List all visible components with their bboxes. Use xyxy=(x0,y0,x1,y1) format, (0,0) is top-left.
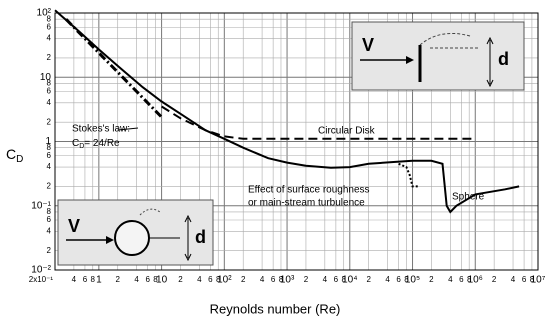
y-tick-label: 6 xyxy=(47,87,52,96)
series-layer xyxy=(54,9,520,214)
y-tick-label: 2 xyxy=(47,117,52,126)
x-tick-label: 2 xyxy=(241,275,246,284)
x-tick-label: 10² xyxy=(217,275,232,286)
annotation-rest: = 24/Re xyxy=(84,138,120,149)
y-tick-label: 6 xyxy=(47,215,52,224)
y-tick-label: 8 xyxy=(47,143,52,152)
y-tick-label: 4 xyxy=(47,34,52,43)
arrow-head xyxy=(106,236,114,244)
x-tick-label: 8 xyxy=(153,275,158,284)
y-tick-label: 10⁻² xyxy=(31,265,51,276)
x-tick-label: 6 xyxy=(271,275,276,284)
x-tick-label: 10³ xyxy=(280,275,295,286)
annotation: CD= 24/Re xyxy=(72,138,120,150)
x-tick-label: 2 xyxy=(178,275,183,284)
plot-frame xyxy=(54,12,539,271)
x-tick-label: 8 xyxy=(91,275,96,284)
series-line xyxy=(54,9,520,214)
x-tick-label: 6 xyxy=(459,275,464,284)
y-tick-label: 2 xyxy=(47,246,52,255)
x-tick-label: 4 xyxy=(197,275,202,284)
y-tick-label: 10 xyxy=(40,72,52,83)
y-tick-label: 6 xyxy=(47,22,52,31)
x-tick-label: 4 xyxy=(385,275,390,284)
annotation: Stokes's law: xyxy=(72,124,130,135)
x-tick-label: 2 xyxy=(304,275,309,284)
series-line xyxy=(161,105,476,140)
x-tick-label: 2 xyxy=(429,275,434,284)
y-tick-label: 10⁻¹ xyxy=(31,200,51,211)
x-tick-label: 4 xyxy=(511,275,516,284)
series-line xyxy=(64,18,163,119)
x-tick-label: 10 xyxy=(156,275,168,286)
annotation-main: C xyxy=(72,138,79,149)
x-tick-label: 8 xyxy=(530,275,535,284)
x-tick-label: 2x10⁻¹ xyxy=(29,275,54,284)
grid xyxy=(54,12,539,271)
x-tick-label: 1 xyxy=(96,275,102,286)
x-tick-label: 6 xyxy=(522,275,527,284)
series-line xyxy=(398,162,420,188)
inset-v: V xyxy=(362,35,374,55)
y-tick-label: 1 xyxy=(45,136,51,147)
y-tick-label: 4 xyxy=(47,98,52,107)
x-tick-label: 8 xyxy=(341,275,346,284)
y-tick-label: 2 xyxy=(47,182,52,191)
x-tick-label: 8 xyxy=(279,275,284,284)
x-tick-label: 10⁴ xyxy=(342,275,357,286)
y-tick-label: 10² xyxy=(37,8,52,19)
x-tick-label: 6 xyxy=(83,275,88,284)
x-tick-label: 10⁵ xyxy=(405,275,420,286)
y-tick-label: 2 xyxy=(47,53,52,62)
stokes-pointer xyxy=(117,127,139,131)
y-axis-label: CD xyxy=(6,146,23,165)
x-tick-label: 6 xyxy=(334,275,339,284)
annotation: or main-stream turbulence xyxy=(248,198,365,209)
annotation: Effect of surface roughness xyxy=(248,185,370,196)
x-tick-label: 2 xyxy=(492,275,497,284)
x-tick-label: 6 xyxy=(208,275,213,284)
x-tick-label: 8 xyxy=(404,275,409,284)
x-tick-label: 2 xyxy=(116,275,121,284)
wake xyxy=(139,208,161,216)
inset-d: d xyxy=(195,227,206,247)
y-tick-label: 8 xyxy=(47,79,52,88)
arrow-head xyxy=(406,56,414,64)
x-axis-label: Reynolds number (Re) xyxy=(210,301,341,316)
x-tick-label: 4 xyxy=(448,275,453,284)
x-tick-label: 4 xyxy=(260,275,265,284)
y-axis-label-sub: D xyxy=(16,154,23,165)
x-tick-label: 6 xyxy=(145,275,150,284)
inset-frame xyxy=(351,21,525,91)
inset-v: V xyxy=(68,216,80,236)
wake xyxy=(419,33,480,49)
x-tick-label: 10⁶ xyxy=(468,275,483,286)
x-tick-label: 10⁷ xyxy=(531,275,546,286)
inset-sphere: V d xyxy=(57,199,214,266)
y-tick-label: 4 xyxy=(47,162,52,171)
x-tick-label: 8 xyxy=(467,275,472,284)
d-arrow-heads xyxy=(486,36,494,88)
inset-disk: V d xyxy=(351,21,525,91)
y-axis-label-main: C xyxy=(6,146,16,162)
inset-d: d xyxy=(498,49,509,69)
d-arrow-heads xyxy=(184,214,192,262)
x-tick-label: 4 xyxy=(323,275,328,284)
x-tick-label: 4 xyxy=(134,275,139,284)
x-tick-label: 6 xyxy=(396,275,401,284)
y-tick-label: 8 xyxy=(47,207,52,216)
annotation: Circular Disk xyxy=(318,126,376,137)
y-tick-label: 4 xyxy=(47,226,52,235)
y-tick-label: 8 xyxy=(47,14,52,23)
sphere xyxy=(114,220,150,256)
annotation-sub: D xyxy=(79,143,84,150)
y-tick-label: 6 xyxy=(47,151,52,160)
x-tick-label: 4 xyxy=(72,275,77,284)
x-tick-label: 8 xyxy=(216,275,221,284)
x-tick-label: 2 xyxy=(366,275,371,284)
annotation: Sphere xyxy=(452,192,485,203)
